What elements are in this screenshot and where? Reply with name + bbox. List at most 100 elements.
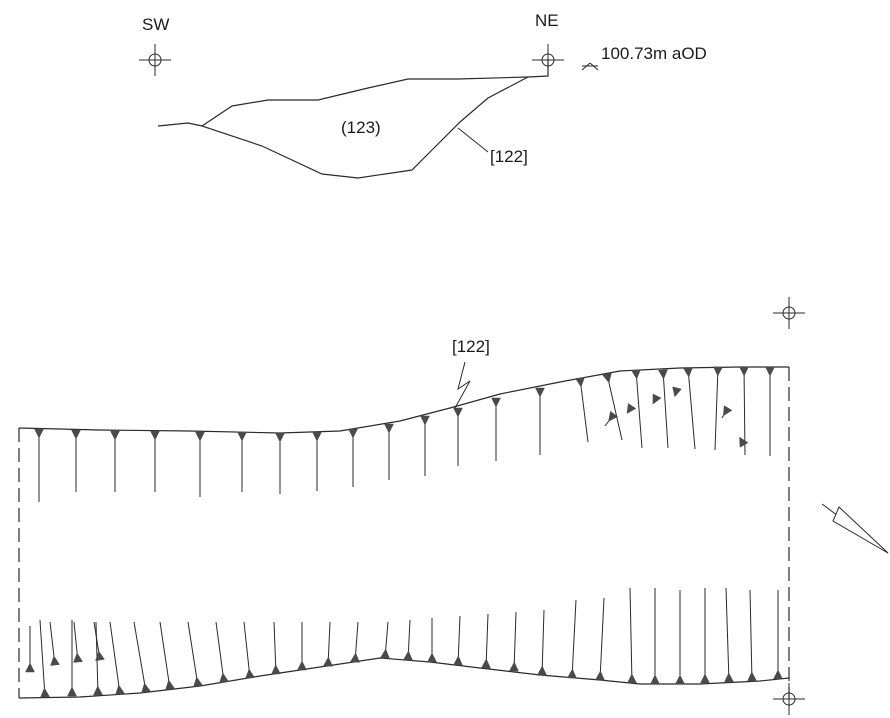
hachure (195, 431, 205, 497)
hachure-arrowhead-icon (93, 685, 103, 696)
hachure-arrowhead-icon (34, 428, 44, 439)
fill-context-label: (123) (341, 118, 381, 137)
hachure (700, 588, 710, 684)
hachure (110, 430, 120, 492)
hachure (453, 407, 463, 466)
hachure (380, 621, 390, 659)
hachure (350, 621, 360, 663)
hachure (384, 423, 394, 480)
hachure-arrowhead-icon (481, 658, 491, 669)
hachure (567, 599, 577, 679)
section-drawing (139, 44, 599, 179)
hachure-arrowhead-icon (537, 665, 547, 676)
orientation-label-ne: NE (535, 11, 559, 30)
hachure-arrowhead-icon (747, 671, 757, 682)
cut-bottom-edge (18, 657, 790, 699)
section-cut-context-label: [122] (490, 147, 528, 166)
hachure (49, 621, 60, 666)
hachure-arrowhead-icon (652, 393, 662, 405)
hachure-arrowhead-icon (683, 367, 693, 378)
hachure (509, 611, 519, 672)
hachure (575, 377, 589, 443)
hachure (275, 432, 285, 494)
hachure-arrowhead-icon (219, 672, 229, 683)
hachure (133, 621, 151, 694)
hachure-arrowhead-icon (50, 655, 60, 666)
hachure-arrowhead-icon (739, 436, 749, 448)
hachure (71, 429, 81, 492)
hachure-arrowhead-icon (723, 405, 733, 417)
section-ground-surface (157, 60, 549, 127)
hachure (67, 620, 77, 697)
hachure-arrowhead-icon (73, 652, 83, 663)
hachure (297, 622, 307, 671)
hachure (595, 597, 605, 681)
hachure (187, 621, 203, 688)
hachure-arrowhead-icon (237, 431, 247, 442)
hachure-arrowhead-icon (626, 403, 637, 414)
hachure-arrowhead-icon (115, 684, 125, 695)
plan-drawing (18, 297, 889, 715)
hachure-arrowhead-icon (150, 430, 160, 441)
plan-cut-leader (454, 361, 471, 409)
hachure-arrowhead-icon (567, 668, 577, 679)
hachure-arrowhead-icon (271, 664, 281, 675)
hachure-arrowhead-icon (323, 656, 333, 667)
hachure (348, 428, 358, 487)
hachure-arrowhead-icon (739, 366, 749, 377)
hachure (683, 367, 696, 450)
hachure-arrowhead-icon (773, 669, 783, 680)
hachure (453, 615, 463, 666)
hachure (747, 589, 757, 682)
hachure (312, 431, 322, 491)
hachure (739, 366, 749, 456)
hachure (427, 618, 437, 663)
survey-point-icon (773, 297, 805, 329)
hachure-arrowhead-icon (350, 652, 360, 663)
hachure (631, 369, 643, 449)
hachure-arrowhead-icon (71, 429, 81, 440)
orientation-label-sw: SW (142, 15, 170, 34)
hachure-arrowhead-icon (658, 369, 668, 380)
cut-top-edge (18, 366, 789, 434)
hachure (215, 621, 229, 683)
hachure-arrowhead-icon (608, 410, 619, 422)
hachure-arrowhead-icon (631, 369, 641, 380)
hachure (403, 619, 413, 661)
hachure (724, 587, 734, 683)
hachure-arrowhead-icon (575, 377, 585, 388)
hachure (658, 369, 669, 449)
hachure (39, 619, 50, 698)
hachure-arrowhead-icon (765, 366, 775, 377)
hachure-arrowhead-icon (141, 682, 151, 694)
hachure (652, 393, 662, 405)
hachure (150, 430, 160, 492)
hachure-arrowhead-icon (193, 676, 203, 688)
hachure (602, 372, 623, 441)
hachure (73, 621, 83, 663)
hachure-arrowhead-icon (453, 655, 463, 666)
hachure-arrowhead-icon (384, 423, 394, 434)
hachure-arrowhead-icon (67, 686, 77, 697)
hachure (34, 428, 44, 502)
hachure-arrowhead-icon (40, 687, 50, 698)
hachure (765, 366, 775, 456)
hachure-arrowhead-icon (95, 650, 105, 662)
hachure-arrowhead-icon (535, 387, 545, 398)
hachure (25, 626, 35, 673)
hachure (627, 587, 637, 684)
hachure (481, 613, 491, 669)
hachure-arrowhead-icon (602, 372, 612, 384)
hachure (491, 397, 501, 461)
hachure (773, 590, 783, 680)
hachure-arrowhead-icon (627, 673, 637, 684)
hachure (109, 621, 125, 695)
hachure (626, 403, 637, 414)
hachure-arrowhead-icon (491, 397, 501, 408)
hachure-arrowhead-icon (403, 650, 413, 661)
hachure-arrowhead-icon (700, 673, 710, 684)
hachure-arrowhead-icon (348, 428, 358, 439)
hachure-arrowhead-icon (509, 661, 519, 672)
hachure (650, 588, 660, 685)
